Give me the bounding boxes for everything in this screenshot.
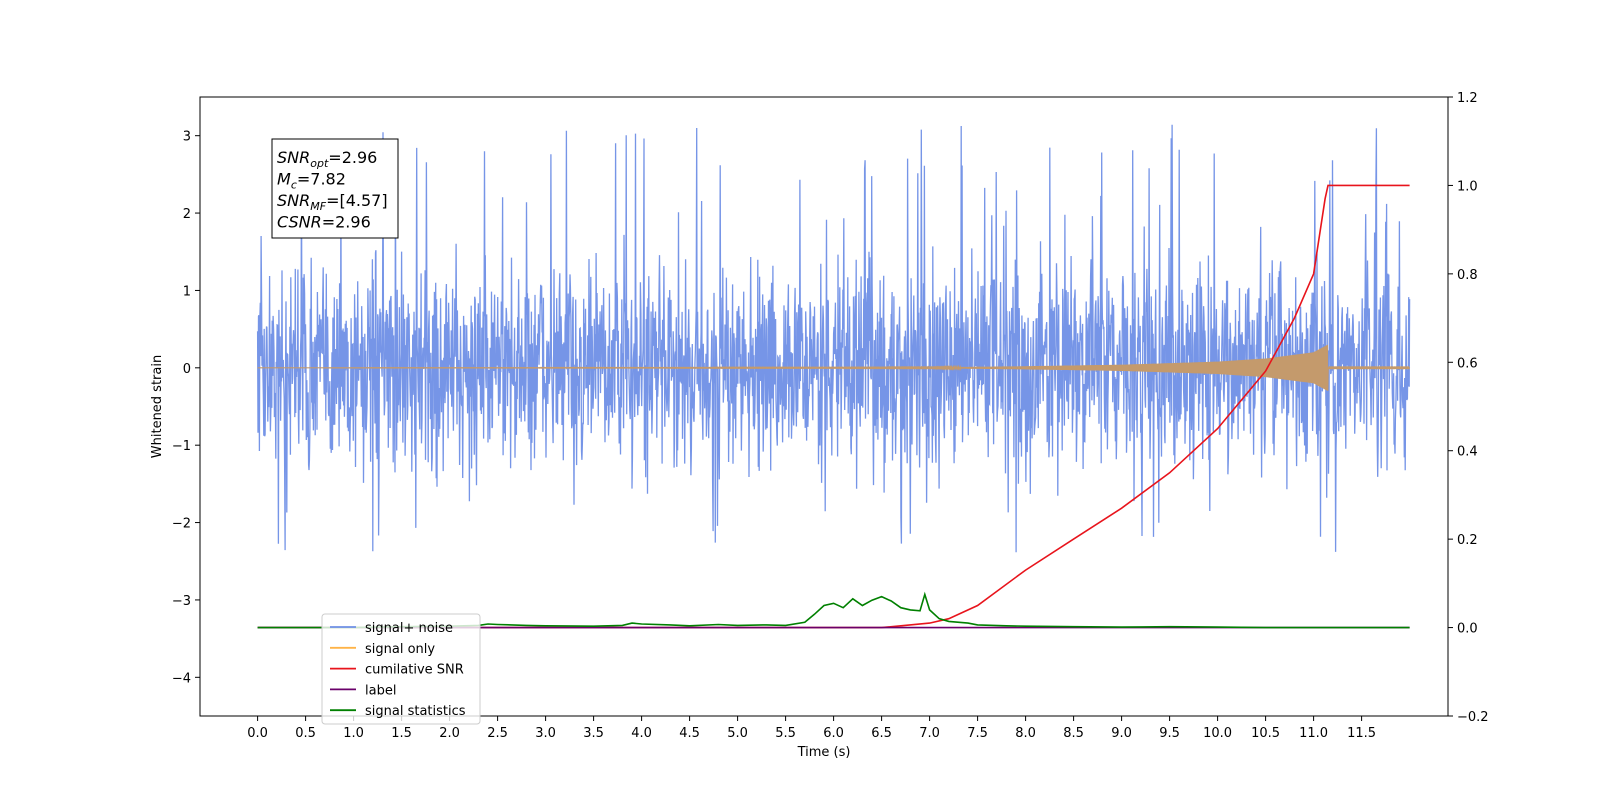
annotation-value: =7.82 — [297, 170, 346, 189]
x-tick-label: 2.0 — [439, 726, 460, 741]
annotation-symbol: SNR — [277, 191, 310, 210]
y-axis-right: 1.2 1.0 0.8 0.6 0.4 0.2 0.0 −0.2 — [1448, 91, 1489, 725]
series-signal-noise-line — [256, 124, 1411, 553]
x-tick-label: 1.0 — [343, 726, 364, 741]
x-tick-label: 3.5 — [583, 726, 604, 741]
x-tick-label: 5.0 — [727, 726, 748, 741]
legend-frame — [321, 613, 481, 725]
x-tick-label: 7.5 — [967, 726, 988, 741]
y2-tick-label: 1.2 — [1457, 91, 1478, 106]
x-tick-label: 7.0 — [919, 726, 940, 741]
x-tick-label: 9.5 — [1159, 726, 1180, 741]
annotation-value: =[4.57] — [326, 191, 388, 210]
x-axis: 0.0 0.5 1.0 1.5 2.0 2.5 3.0 3.5 4.0 4.5 5.0 5.5 6.0 6… — [247, 716, 1376, 741]
y-axis-label: Whitened strain — [150, 355, 165, 458]
x-tick-label: 0.0 — [247, 726, 268, 741]
y-tick-label: 2 — [183, 207, 191, 222]
x-tick-label: 10.5 — [1251, 726, 1280, 741]
legend: signal+ noise signal only cumilative SNR la… — [321, 613, 481, 725]
annotation-subscript: MF — [310, 200, 326, 213]
plot-area-frame — [199, 96, 1449, 717]
x-axis-label: Time (s) — [797, 745, 851, 760]
x-tick-label: 10.0 — [1203, 726, 1232, 741]
y-tick-label: 0 — [183, 362, 191, 377]
series-signal-statistics-line — [257, 591, 1410, 629]
x-tick-label: 8.0 — [1015, 726, 1036, 741]
x-tick-label: 6.0 — [823, 726, 844, 741]
y-tick-label: −1 — [172, 439, 191, 454]
x-tick-label: 11.5 — [1347, 726, 1376, 741]
annotation-subscript: opt — [310, 157, 329, 170]
y2-tick-label: 1.0 — [1457, 179, 1478, 194]
y2-tick-label: 0.4 — [1457, 445, 1478, 460]
annotation-line: Mc=7.82 — [277, 170, 346, 192]
annotation-line: CSNR=2.96 — [277, 213, 371, 232]
y2-tick-label: 0.0 — [1457, 622, 1478, 637]
annotation-line: SNRopt=2.96 — [277, 148, 377, 170]
x-tick-label: 5.5 — [775, 726, 796, 741]
series-signal-only-line — [257, 344, 1411, 391]
x-tick-label: 3.0 — [535, 726, 556, 741]
y2-tick-label: −0.2 — [1457, 710, 1489, 725]
legend-entry-label: label — [365, 683, 396, 698]
annotation-symbol: M — [277, 170, 291, 189]
annotation-box-frame — [271, 138, 399, 239]
series-cumilative-snr-line — [257, 184, 1410, 629]
y-tick-label: 1 — [183, 284, 191, 299]
y2-tick-label: 0.6 — [1457, 356, 1478, 371]
series-layer — [256, 124, 1411, 629]
legend-entry-label: signal statistics — [365, 704, 466, 719]
y-tick-label: −3 — [172, 594, 191, 609]
y2-tick-label: 0.2 — [1457, 533, 1478, 548]
y-tick-label: −2 — [172, 517, 191, 532]
x-tick-label: 8.5 — [1063, 726, 1084, 741]
x-tick-label: 0.5 — [295, 726, 316, 741]
legend-entry-label: cumilative SNR — [365, 663, 464, 678]
y2-tick-label: 0.8 — [1457, 268, 1478, 283]
annotation-line: SNRMF=[4.57] — [277, 191, 388, 213]
y-tick-label: 3 — [183, 130, 191, 145]
y-axis-left: 3 2 1 0 −1 −2 −3 −4 — [172, 130, 200, 686]
legend-entry-label: signal+ noise — [365, 621, 453, 636]
y-tick-label: −4 — [172, 671, 191, 686]
x-tick-label: 4.0 — [631, 726, 652, 741]
annotation-value: =2.96 — [322, 213, 371, 232]
x-tick-label: 2.5 — [487, 726, 508, 741]
annotation-subscript: c — [291, 179, 297, 192]
legend-entry-label: signal only — [365, 642, 435, 657]
x-tick-label: 1.5 — [391, 726, 412, 741]
annotation-symbol: CSNR — [277, 213, 322, 232]
annotation-symbol: SNR — [277, 148, 310, 167]
x-tick-label: 9.0 — [1111, 726, 1132, 741]
x-tick-label: 11.0 — [1299, 726, 1328, 741]
x-tick-label: 4.5 — [679, 726, 700, 741]
annotation-value: =2.96 — [328, 148, 377, 167]
x-tick-label: 6.5 — [871, 726, 892, 741]
